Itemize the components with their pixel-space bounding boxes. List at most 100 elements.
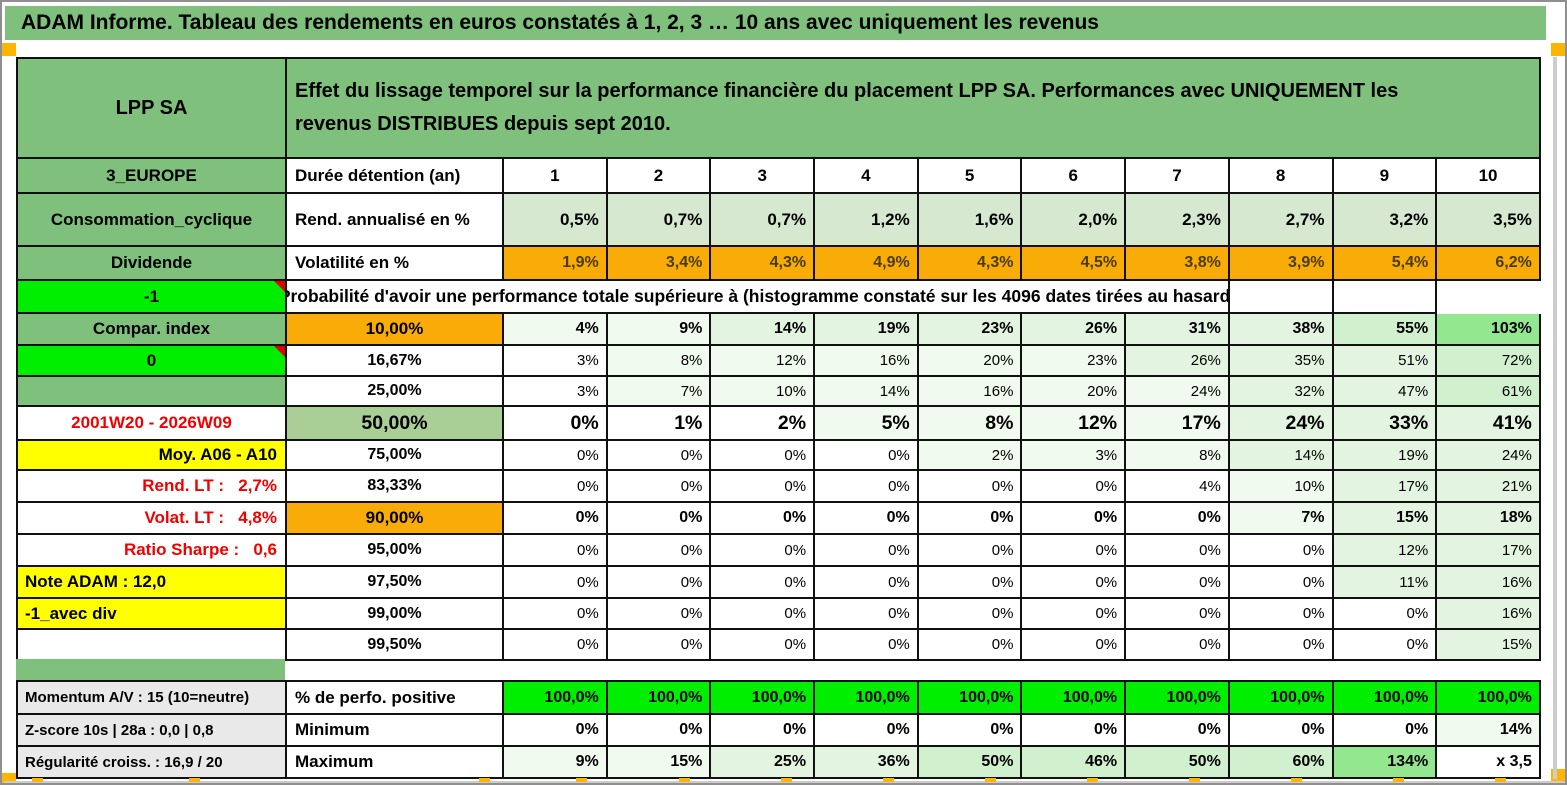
value-cell[interactable]: 0% xyxy=(711,715,816,747)
value-cell[interactable]: 16% xyxy=(1437,599,1541,630)
value-cell[interactable]: 14% xyxy=(1229,441,1334,471)
value-cell[interactable]: 9 xyxy=(1333,159,1438,194)
metric-label-cell[interactable]: 97,50% xyxy=(287,567,504,599)
value-cell[interactable]: 17% xyxy=(1126,407,1230,441)
value-cell[interactable]: 3,2% xyxy=(1333,194,1438,247)
value-cell[interactable]: 0% xyxy=(1126,535,1230,567)
value-cell[interactable]: 0% xyxy=(607,630,712,661)
value-cell[interactable]: 0% xyxy=(918,715,1023,747)
value-cell[interactable]: 8% xyxy=(607,346,712,377)
value-cell[interactable]: 0% xyxy=(504,599,608,630)
value-cell[interactable]: 6 xyxy=(1022,159,1127,194)
left-label-cell[interactable]: Ratio Sharpe : 0,6 xyxy=(18,535,287,567)
value-cell[interactable]: 47% xyxy=(1333,377,1438,407)
left-label-cell[interactable]: Note ADAM : 12,0 xyxy=(18,567,287,599)
value-cell[interactable]: 3,4% xyxy=(607,247,712,281)
value-cell[interactable]: 36% xyxy=(815,747,919,779)
value-cell[interactable]: 5 xyxy=(918,159,1023,194)
value-cell[interactable]: 4,5% xyxy=(1022,247,1127,281)
value-cell[interactable]: 100,0% xyxy=(918,682,1023,715)
value-cell[interactable]: 21% xyxy=(1437,471,1541,503)
metric-label-cell[interactable]: 99,00% xyxy=(287,599,504,630)
value-cell[interactable]: 3,9% xyxy=(1229,247,1334,281)
value-cell[interactable]: 72% xyxy=(1437,346,1541,377)
value-cell[interactable]: 26% xyxy=(1022,314,1127,346)
value-cell[interactable]: 1,9% xyxy=(504,247,608,281)
left-label-cell[interactable]: Rend. LT : 2,7% xyxy=(18,471,287,503)
value-cell[interactable]: 10 xyxy=(1437,159,1541,194)
value-cell[interactable]: 0% xyxy=(504,630,608,661)
value-cell[interactable]: 2,7% xyxy=(1229,194,1334,247)
left-label-cell[interactable] xyxy=(18,630,287,661)
value-cell[interactable]: 0% xyxy=(504,407,608,441)
value-cell[interactable]: 24% xyxy=(1437,441,1541,471)
value-cell[interactable]: 12% xyxy=(711,346,816,377)
metric-label-cell[interactable]: 83,33% xyxy=(287,471,504,503)
value-cell[interactable]: 16% xyxy=(815,346,919,377)
left-label-cell[interactable]: Z-score 10s | 28a : 0,0 | 0,8 xyxy=(18,715,287,747)
value-cell[interactable]: 0% xyxy=(607,715,712,747)
value-cell[interactable]: 0% xyxy=(504,471,608,503)
value-cell[interactable]: 0% xyxy=(1126,599,1230,630)
value-cell[interactable]: 0% xyxy=(1229,535,1334,567)
value-cell[interactable]: 61% xyxy=(1437,377,1541,407)
value-cell[interactable]: 100,0% xyxy=(607,682,712,715)
value-cell[interactable]: 0% xyxy=(1229,599,1334,630)
value-cell[interactable]: 50% xyxy=(918,747,1023,779)
value-cell[interactable]: 3% xyxy=(504,377,608,407)
value-cell[interactable]: 0% xyxy=(1126,503,1230,535)
value-cell[interactable]: 10% xyxy=(711,377,816,407)
value-cell[interactable]: 6,2% xyxy=(1437,247,1541,281)
value-cell[interactable]: 0,7% xyxy=(711,194,816,247)
value-cell[interactable]: 0% xyxy=(1229,715,1334,747)
value-cell[interactable]: 2 xyxy=(607,159,712,194)
value-cell[interactable]: 9% xyxy=(607,314,712,346)
value-cell[interactable]: 0% xyxy=(1022,503,1127,535)
metric-label-cell[interactable]: 99,50% xyxy=(287,630,504,661)
value-cell[interactable]: 0% xyxy=(1126,567,1230,599)
value-cell[interactable]: 0% xyxy=(607,471,712,503)
value-cell[interactable]: 0% xyxy=(918,630,1023,661)
value-cell[interactable]: 0% xyxy=(918,535,1023,567)
value-cell[interactable]: 0% xyxy=(607,441,712,471)
value-cell[interactable]: 0% xyxy=(815,630,919,661)
value-cell[interactable]: 4,3% xyxy=(918,247,1023,281)
value-cell[interactable]: 0% xyxy=(711,471,816,503)
value-cell[interactable]: 19% xyxy=(1333,441,1438,471)
value-cell[interactable]: 15% xyxy=(1437,630,1541,661)
value-cell[interactable]: 0% xyxy=(504,535,608,567)
value-cell[interactable]: 5,4% xyxy=(1333,247,1438,281)
value-cell[interactable]: 0% xyxy=(1022,535,1127,567)
value-cell[interactable]: 100,0% xyxy=(504,682,608,715)
value-cell[interactable]: 14% xyxy=(711,314,816,346)
left-label-cell[interactable]: Consommation_cyclique xyxy=(18,194,287,247)
value-cell[interactable]: 17% xyxy=(1333,471,1438,503)
value-cell[interactable]: 0% xyxy=(815,441,919,471)
value-cell[interactable]: 10% xyxy=(1229,471,1334,503)
metric-label-cell[interactable]: 16,67% xyxy=(287,346,504,377)
value-cell[interactable]: 12% xyxy=(1333,535,1438,567)
left-label-cell[interactable] xyxy=(18,377,287,407)
value-cell[interactable]: 3,8% xyxy=(1126,247,1230,281)
metric-label-cell[interactable]: 25,00% xyxy=(287,377,504,407)
value-cell[interactable]: 134% xyxy=(1333,747,1438,779)
value-cell[interactable]: 0% xyxy=(504,441,608,471)
left-label-cell[interactable]: 0 xyxy=(18,346,287,377)
value-cell[interactable]: 55% xyxy=(1333,314,1438,346)
metric-label-cell[interactable]: 95,00% xyxy=(287,535,504,567)
value-cell[interactable]: 0% xyxy=(1333,599,1438,630)
value-cell[interactable]: 0% xyxy=(711,535,816,567)
value-cell[interactable]: 2% xyxy=(918,441,1023,471)
metric-label-cell[interactable]: Minimum xyxy=(287,715,504,747)
value-cell[interactable]: 0% xyxy=(815,503,919,535)
value-cell[interactable]: 0% xyxy=(1022,715,1127,747)
value-cell[interactable]: 0% xyxy=(1333,715,1438,747)
value-cell[interactable]: 15% xyxy=(1333,503,1438,535)
value-cell[interactable]: 100,0% xyxy=(1333,682,1438,715)
value-cell[interactable]: 0% xyxy=(607,535,712,567)
metric-label-cell[interactable]: 10,00% xyxy=(287,314,504,346)
value-cell[interactable]: x 3,5 xyxy=(1437,747,1541,779)
value-cell[interactable]: 4,3% xyxy=(711,247,816,281)
value-cell[interactable]: 25% xyxy=(711,747,816,779)
value-cell[interactable]: 4% xyxy=(1126,471,1230,503)
